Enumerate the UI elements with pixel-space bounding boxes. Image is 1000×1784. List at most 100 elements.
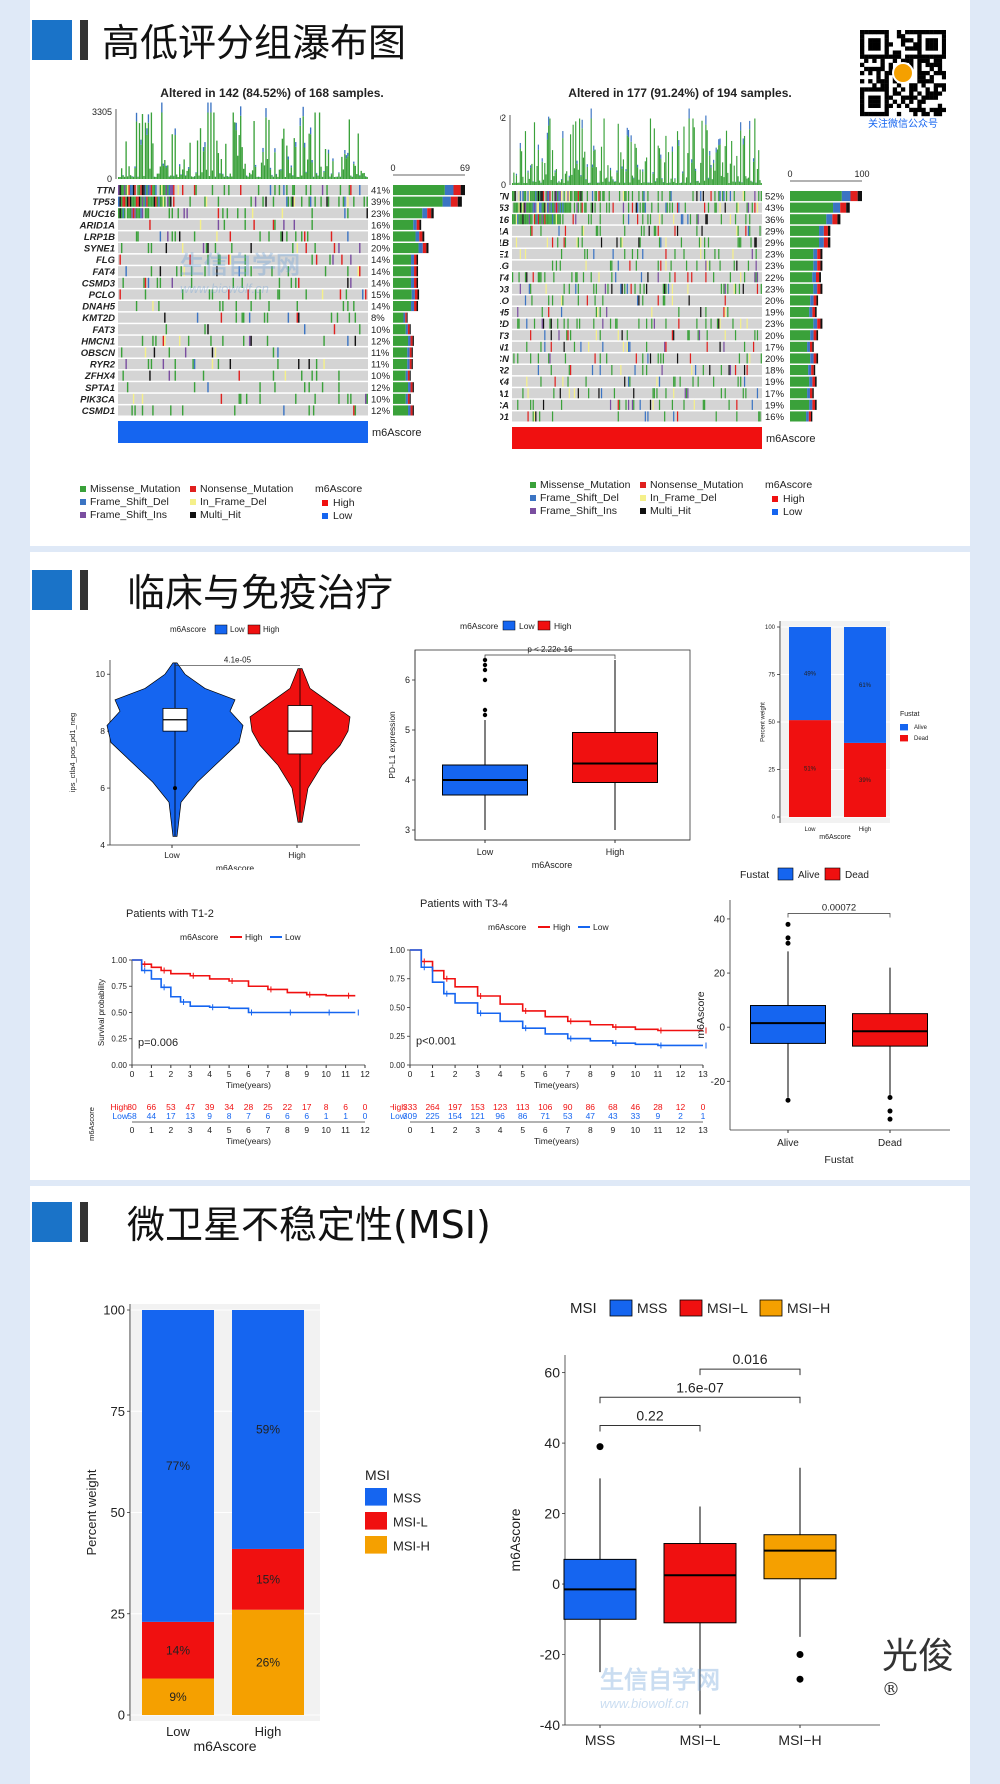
percent-label: 14% bbox=[371, 302, 391, 313]
mutation-cell bbox=[736, 225, 738, 236]
mutation-cell bbox=[181, 405, 184, 416]
mutation-cell bbox=[134, 196, 136, 207]
mutation-cell bbox=[152, 185, 154, 196]
mutation-cell bbox=[754, 330, 756, 341]
tick-label: 40 bbox=[714, 914, 726, 925]
mutation-cell bbox=[524, 202, 527, 213]
waterfall-high-group: Altered in 177 (91.24%) of 194 samples.5… bbox=[500, 86, 870, 449]
mutation-cell bbox=[348, 185, 351, 196]
mutation-cell bbox=[132, 196, 135, 207]
risk-count: 47 bbox=[186, 1102, 196, 1112]
tick-label: 0 bbox=[772, 815, 776, 821]
sample-bar bbox=[274, 152, 276, 179]
gene-count-bar bbox=[409, 370, 411, 381]
mutation-cell bbox=[344, 196, 346, 207]
mutation-cell bbox=[143, 185, 145, 196]
sample-bar bbox=[620, 152, 622, 185]
mutation-cell bbox=[174, 359, 176, 370]
sample-bar bbox=[135, 112, 138, 122]
annotation-bar bbox=[512, 427, 762, 449]
risk-group-label: High bbox=[390, 1102, 406, 1112]
axis-label: PD-L1 expression bbox=[387, 711, 397, 779]
sample-bar bbox=[161, 112, 163, 179]
mutation-cell bbox=[633, 388, 635, 399]
sample-bar bbox=[687, 153, 689, 185]
data-label: 39% bbox=[859, 778, 872, 784]
qr-cell bbox=[925, 79, 930, 84]
mutation-cell bbox=[584, 202, 586, 213]
sample-bar bbox=[195, 173, 197, 179]
mutation-cell bbox=[759, 411, 761, 422]
sample-bar bbox=[174, 128, 176, 136]
qr-cell bbox=[917, 103, 922, 109]
gene-count-bar bbox=[823, 225, 828, 236]
mutation-cell bbox=[131, 208, 133, 219]
legend-swatch bbox=[772, 496, 778, 502]
risk-count: 1 bbox=[343, 1111, 348, 1121]
mutation-cell bbox=[734, 330, 737, 341]
mutation-cell bbox=[210, 335, 212, 346]
gene-count-bar bbox=[850, 191, 858, 202]
gene-count-bar bbox=[790, 191, 842, 202]
mutation-cell bbox=[535, 411, 537, 422]
qr-cell bbox=[929, 46, 934, 51]
mutation-cell bbox=[639, 202, 641, 213]
qr-cell bbox=[933, 95, 939, 100]
mutation-cell bbox=[272, 347, 275, 358]
outlier-point bbox=[482, 667, 488, 673]
qr-cell bbox=[909, 58, 914, 63]
gene-label: SPTA1 bbox=[85, 383, 115, 394]
qr-cell bbox=[909, 30, 914, 35]
mutation-cell bbox=[149, 370, 151, 381]
qr-cell bbox=[860, 87, 865, 92]
legend-label: MSS bbox=[637, 1300, 667, 1316]
stack-segment bbox=[844, 742, 886, 817]
sample-bar bbox=[562, 131, 564, 139]
gene-count-bar bbox=[414, 277, 417, 288]
mutation-cell bbox=[196, 312, 199, 323]
mutation-cell bbox=[664, 283, 666, 294]
sample-bar bbox=[755, 182, 757, 185]
qr-cell bbox=[941, 107, 946, 113]
legend-swatch bbox=[537, 620, 551, 631]
sample-bar bbox=[656, 178, 658, 185]
sample-bar bbox=[630, 135, 632, 142]
mutation-cell bbox=[250, 243, 252, 254]
legend-swatch bbox=[759, 1299, 783, 1317]
mutation-cell bbox=[171, 277, 173, 288]
mutation-cell bbox=[740, 272, 742, 283]
outlier-point bbox=[482, 677, 488, 683]
fustat-stacked-chart: 025507510051%49%Low39%61%Highm6AscorePer… bbox=[760, 621, 928, 841]
mutation-cell bbox=[304, 382, 306, 393]
mutation-cell bbox=[653, 318, 655, 329]
mutation-cell bbox=[292, 185, 294, 196]
gene-row bbox=[118, 196, 368, 207]
mutation-cell bbox=[530, 353, 532, 364]
mutation-cell bbox=[585, 376, 587, 387]
gene-count-bar bbox=[790, 202, 834, 213]
qr-cell bbox=[864, 30, 869, 35]
mutation-cell bbox=[118, 208, 120, 219]
mutation-cell bbox=[559, 191, 561, 202]
sample-bar bbox=[256, 176, 258, 179]
gene-count-bar bbox=[416, 266, 419, 277]
mutation-cell bbox=[624, 376, 626, 387]
mutation-cell bbox=[366, 196, 368, 207]
mutation-cell bbox=[240, 393, 242, 404]
mutation-cell bbox=[564, 202, 567, 213]
sample-bar bbox=[260, 162, 263, 179]
data-label: 26% bbox=[256, 1656, 280, 1670]
gene-row bbox=[512, 318, 762, 329]
gene-count-bar bbox=[815, 399, 817, 410]
mutation-cell bbox=[696, 225, 698, 236]
legend-label: Nonsense_Mutation bbox=[200, 483, 294, 495]
legend-label: MSI−L bbox=[707, 1300, 748, 1316]
gene-count-bar bbox=[813, 353, 817, 364]
qr-cell bbox=[913, 95, 918, 100]
sample-bar bbox=[122, 175, 124, 176]
mutation-cell bbox=[555, 214, 558, 225]
mutation-cell bbox=[661, 214, 663, 225]
mutation-cell bbox=[642, 365, 644, 376]
sample-bar bbox=[293, 138, 295, 179]
